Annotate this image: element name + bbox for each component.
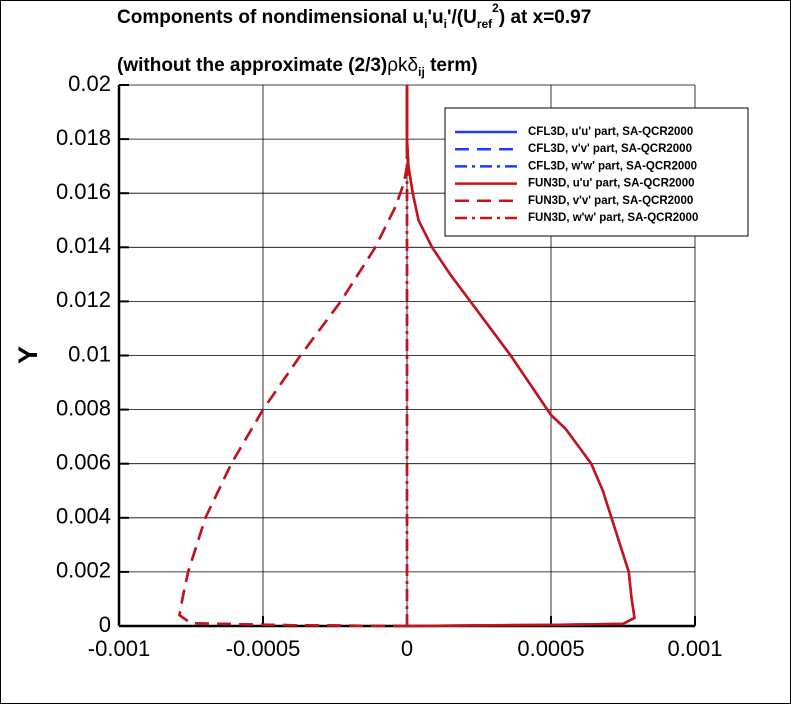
y-tick-label: 0.018	[56, 125, 111, 150]
legend-label: CFL3D, u'u' part, SA-QCR2000	[528, 126, 693, 138]
y-tick-label: 0.002	[56, 558, 111, 583]
legend-label: CFL3D, w'w' part, SA-QCR2000	[528, 160, 697, 172]
subtitle-part: ρkδ	[387, 55, 418, 76]
y-tick-label: 0.02	[68, 71, 111, 96]
y-tick-label: 0	[99, 612, 111, 637]
y-tick-label: 0.016	[56, 179, 111, 204]
y-tick-label: 0.014	[56, 233, 111, 258]
series-line	[178, 85, 409, 628]
title-part: Components of nondimensional u	[117, 7, 424, 28]
legend-label: FUN3D, w'w' part, SA-QCR2000	[528, 212, 698, 224]
x-tick-label: -0.0005	[226, 636, 301, 661]
title-part: '/(U	[447, 7, 477, 28]
subtitle-part: (without the approximate (2/3)	[117, 55, 387, 76]
x-tick-label: 0	[401, 636, 413, 661]
y-tick-label: 0.012	[56, 287, 111, 312]
title-part: i	[424, 17, 427, 31]
chart-subtitle: (without the approximate (2/3)ρkδij term…	[117, 55, 478, 79]
subtitle-part: ij	[418, 65, 425, 79]
title-part: 2	[492, 1, 499, 15]
y-tick-label: 0.008	[56, 395, 111, 420]
title-part: ref	[477, 17, 493, 31]
series-line	[405, 85, 636, 628]
x-tick-label: 0.0005	[517, 636, 584, 661]
title-part: i	[444, 17, 447, 31]
title-part: ) at x=0.97	[499, 7, 591, 28]
x-tick-label: -0.001	[88, 636, 150, 661]
title-part: 'u	[428, 7, 444, 28]
legend-box	[444, 107, 749, 237]
legend-label: FUN3D, u'u' part, SA-QCR2000	[528, 178, 695, 190]
subtitle-part: term)	[425, 55, 478, 76]
y-tick-label: 0.01	[68, 341, 111, 366]
y-tick-label: 0.004	[56, 504, 111, 529]
legend-label: CFL3D, v'v' part, SA-QCR2000	[528, 143, 692, 155]
y-tick-label: 0.006	[56, 450, 111, 475]
x-tick-label: 0.001	[667, 636, 722, 661]
y-axis-label: Y	[13, 346, 43, 364]
chart-title: Components of nondimensional ui'ui'/(Ure…	[117, 1, 591, 31]
legend-label: FUN3D, v'v' part, SA-QCR2000	[528, 195, 693, 207]
